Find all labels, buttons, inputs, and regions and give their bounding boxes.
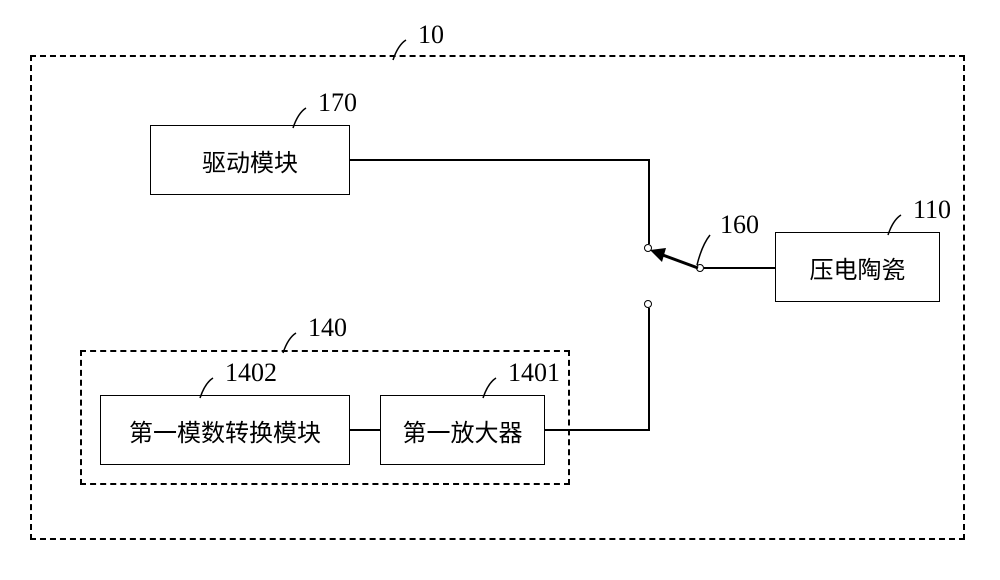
ref-label-110: 110: [913, 195, 951, 225]
wire-amp-h: [545, 429, 650, 431]
first-amplifier-label: 第一放大器: [403, 413, 523, 448]
drive-module-block: 驱动模块: [150, 125, 350, 195]
first-adc-label: 第一模数转换模块: [129, 413, 321, 448]
lead-mark-110: [883, 210, 913, 238]
piezo-ceramic-block: 压电陶瓷: [775, 232, 940, 302]
lead-mark-1402: [195, 373, 225, 401]
ref-label-170: 170: [318, 88, 357, 118]
lead-mark-140: [278, 328, 308, 356]
wire-drive-v: [648, 159, 650, 244]
first-amplifier-block: 第一放大器: [380, 395, 545, 465]
wire-adc-amp: [350, 429, 380, 431]
drive-module-label: 驱动模块: [202, 143, 298, 178]
ref-label-10: 10: [418, 20, 444, 50]
lead-mark-160: [692, 230, 722, 268]
wire-amp-v: [648, 308, 650, 431]
wire-drive-h: [350, 159, 650, 161]
ref-label-1401: 1401: [508, 358, 560, 388]
piezo-ceramic-label: 压电陶瓷: [810, 250, 906, 285]
ref-label-140: 140: [308, 313, 347, 343]
ref-label-1402: 1402: [225, 358, 277, 388]
ref-label-160: 160: [720, 210, 759, 240]
lead-mark-10: [388, 35, 418, 65]
lead-mark-1401: [478, 373, 508, 401]
switch-lower-node: [644, 300, 652, 308]
lead-mark-170: [288, 103, 318, 131]
first-adc-block: 第一模数转换模块: [100, 395, 350, 465]
